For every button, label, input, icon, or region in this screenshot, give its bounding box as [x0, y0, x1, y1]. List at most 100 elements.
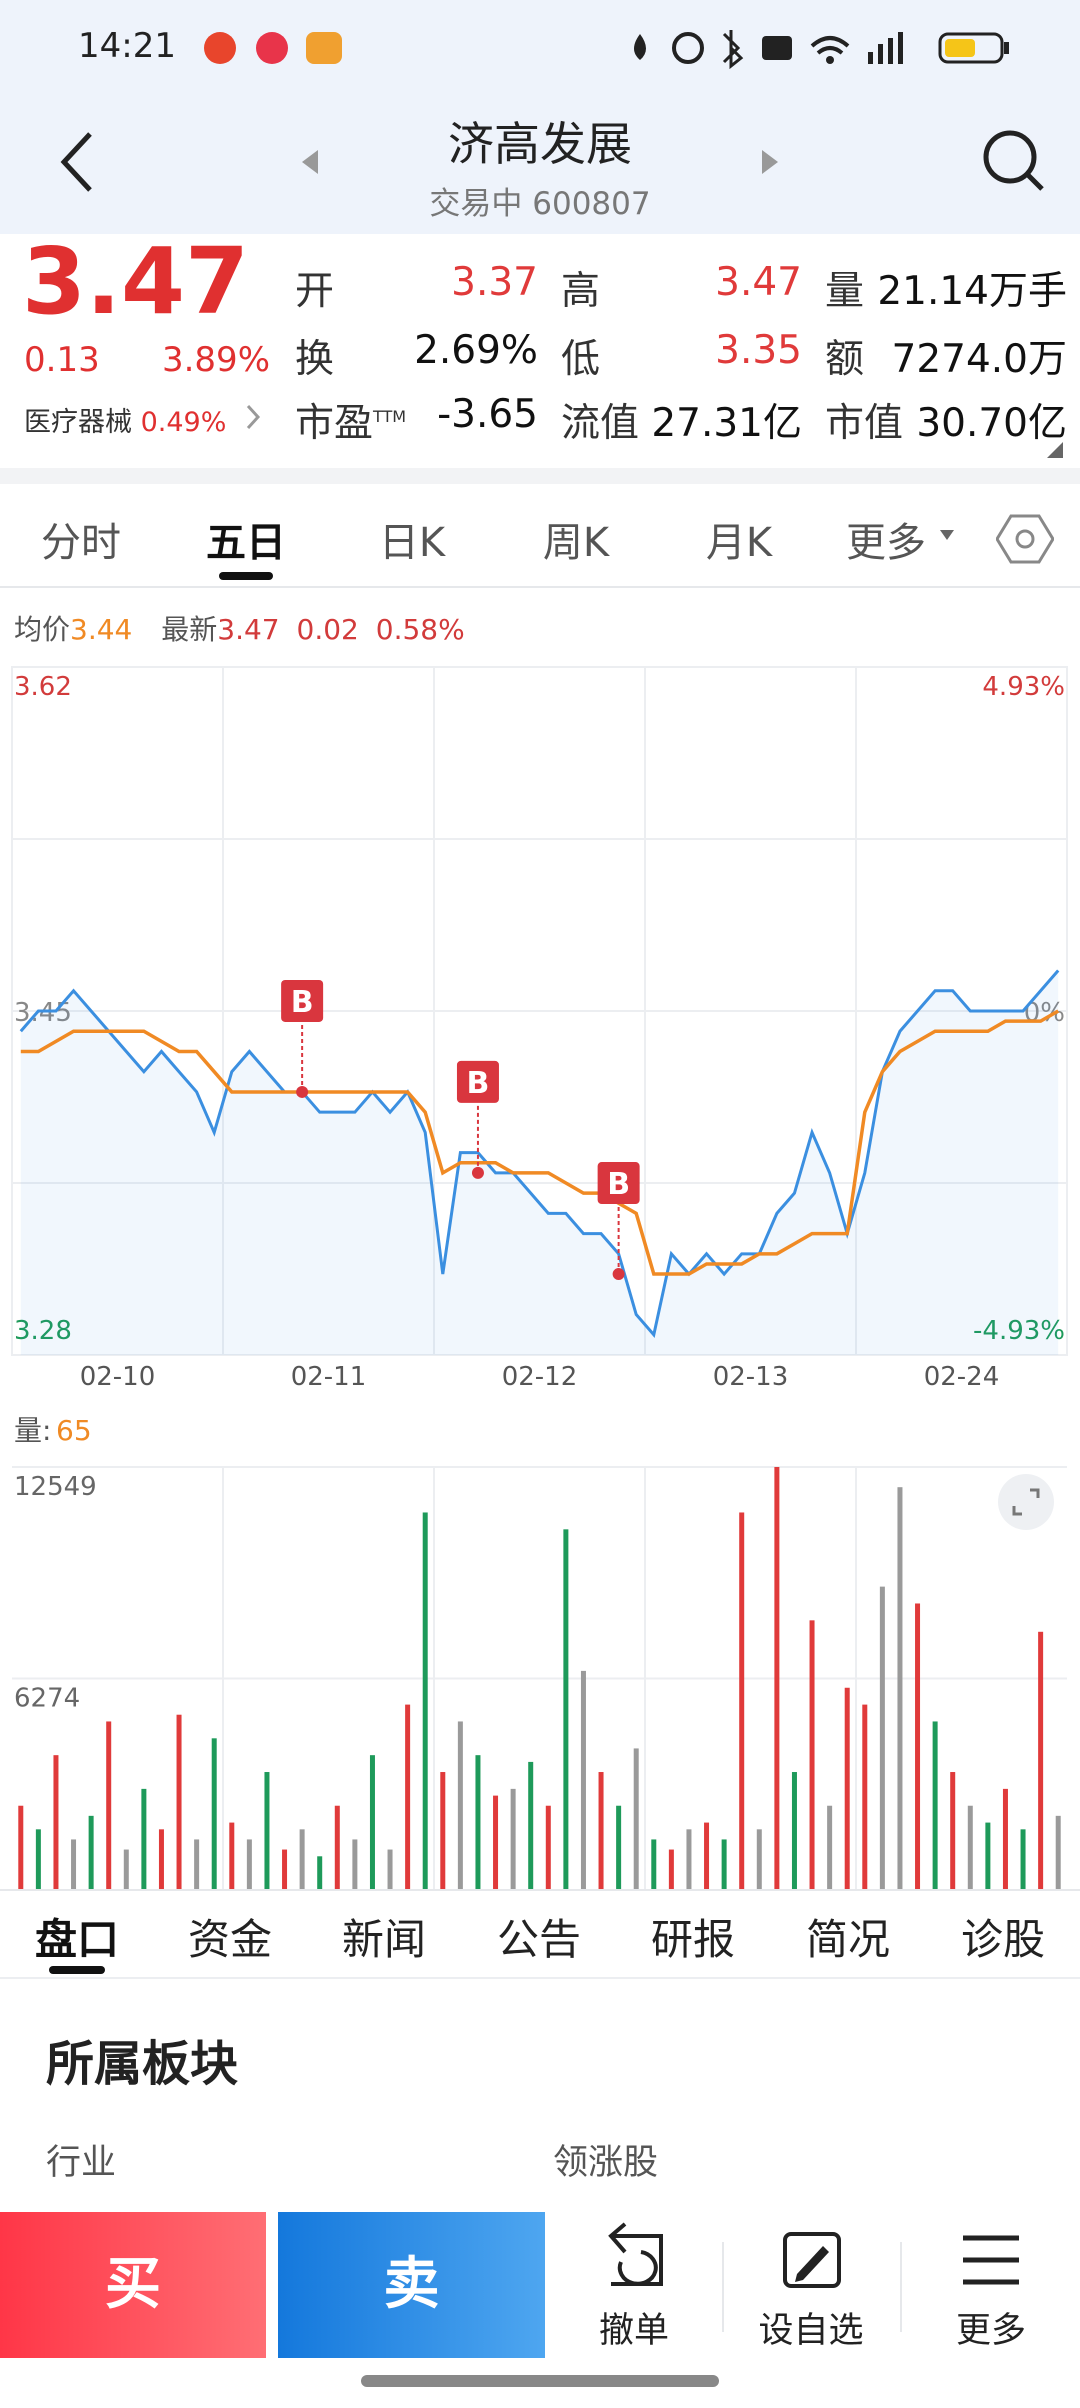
avg: 3.44 [70, 613, 133, 646]
home-indicator [361, 2375, 719, 2387]
field-value: 3.35 [715, 328, 802, 373]
volume-bar [1055, 1815, 1061, 1890]
volume-bar [809, 1620, 815, 1890]
volume-bar [967, 1805, 973, 1890]
volume-bar [739, 1512, 745, 1890]
marker-label: B [607, 1167, 630, 1202]
field-label: 流值 [561, 401, 640, 446]
tab-underline [49, 1966, 105, 1974]
volume-bar [580, 1670, 586, 1890]
status-icons [204, 30, 1009, 70]
section-title: 所属板块 [46, 2036, 239, 2092]
change-pct: 3.89% [161, 340, 270, 380]
tab-underline [219, 572, 273, 580]
chart-tab[interactable]: 月K [705, 520, 773, 566]
volume-bar [35, 1829, 41, 1890]
x-tick-label: 02-10 [80, 1362, 156, 1392]
volume-bar [405, 1704, 411, 1890]
field-label: 低 [561, 337, 601, 382]
info-tab[interactable]: 诊股 [960, 1915, 1046, 1964]
settings[interactable] [996, 512, 1054, 566]
volume-bar [141, 1788, 147, 1890]
sector-pct: 0.49% [140, 407, 227, 438]
info-tab[interactable]: 资金 [187, 1915, 273, 1964]
back[interactable] [60, 132, 92, 192]
volume-bar [879, 1586, 885, 1890]
buy[interactable]: 买 [0, 2212, 266, 2358]
volume-bar [563, 1529, 569, 1890]
divider [0, 1889, 1080, 1891]
x-tick-label: 02-12 [502, 1362, 578, 1392]
volume-bar [71, 1839, 77, 1890]
field-label: 换 [295, 337, 335, 382]
volume-bar [510, 1788, 516, 1890]
volume-bar [352, 1839, 358, 1890]
next[interactable] [762, 150, 778, 174]
volume-bar [18, 1805, 24, 1890]
volume-bar [123, 1849, 129, 1890]
field-label: 额 [825, 337, 865, 382]
chart-tab[interactable]: 分时 [41, 520, 121, 566]
volume-bar [598, 1772, 604, 1890]
info-tab[interactable]: 研报 [650, 1915, 736, 1964]
info-tab[interactable]: 盘口 [34, 1915, 120, 1964]
volume-bar [915, 1603, 921, 1890]
field-value: 30.70亿 [916, 401, 1067, 446]
volume-bar [774, 1467, 780, 1890]
volume-title: 量: [14, 1414, 51, 1447]
price: 3.47 [22, 228, 249, 335]
field-value: 3.37 [451, 260, 538, 305]
prev[interactable] [302, 150, 318, 174]
volume-bar [844, 1687, 850, 1890]
field-label: 高 [561, 269, 601, 314]
volume-bar [897, 1487, 903, 1890]
chart-tab[interactable]: 周K [542, 520, 610, 566]
volume-bar [246, 1839, 252, 1890]
volume-bar [475, 1755, 481, 1890]
sector[interactable]: 医疗器械 0.49% [24, 400, 226, 439]
info-tab[interactable]: 简况 [805, 1915, 891, 1964]
last: 3.47 [217, 613, 280, 646]
field-label: 量 [825, 269, 865, 314]
watch[interactable]: 设自选 [758, 2311, 864, 2351]
sell[interactable]: 卖 [278, 2212, 545, 2358]
chart-tab[interactable]: 日K [378, 520, 446, 566]
volume-bar [334, 1805, 340, 1890]
search[interactable] [983, 130, 1037, 184]
volume-bar [668, 1849, 674, 1890]
volume-bar [493, 1795, 499, 1890]
volume-bar [616, 1805, 622, 1890]
marker-dot [296, 1085, 309, 1098]
more[interactable]: 更多 [955, 2311, 1027, 2351]
header-icons [60, 130, 1044, 192]
chart-tab[interactable]: 五日 [206, 520, 286, 566]
volume-bar [53, 1755, 59, 1890]
chart-tab[interactable]: 更多 [846, 520, 926, 566]
marker-badge [456, 1060, 499, 1103]
volume-bar [158, 1829, 164, 1890]
x-tick-label: 02-24 [924, 1362, 1000, 1392]
sector-name: 医疗器械 [24, 407, 132, 438]
marker-dot [471, 1166, 484, 1179]
volume-bar [686, 1829, 692, 1890]
y-tick-label: 6274 [14, 1684, 80, 1714]
volume-bar [950, 1772, 956, 1890]
info-tab[interactable]: 新闻 [341, 1915, 427, 1964]
divider [0, 586, 1080, 588]
volume-bar [194, 1839, 200, 1890]
field-label-sup: TTM [373, 407, 407, 426]
field-label: 市盈TTM [295, 401, 407, 446]
info-tab[interactable]: 公告 [496, 1915, 582, 1964]
volume-bar [756, 1829, 762, 1890]
field-value: 2.69% [414, 328, 538, 373]
avg-label: 均价 [14, 613, 71, 646]
expand[interactable] [998, 1474, 1054, 1530]
field-value: 27.31亿 [651, 401, 802, 446]
dropdown-caret [940, 530, 954, 540]
stock-name: 济高发展 [448, 117, 632, 171]
volume-bar [422, 1512, 428, 1890]
y-tick-label: 12549 [14, 1472, 97, 1502]
volume-bar [528, 1761, 534, 1890]
cancel[interactable]: 撤单 [598, 2311, 670, 2351]
clock: 14:21 [78, 26, 176, 66]
